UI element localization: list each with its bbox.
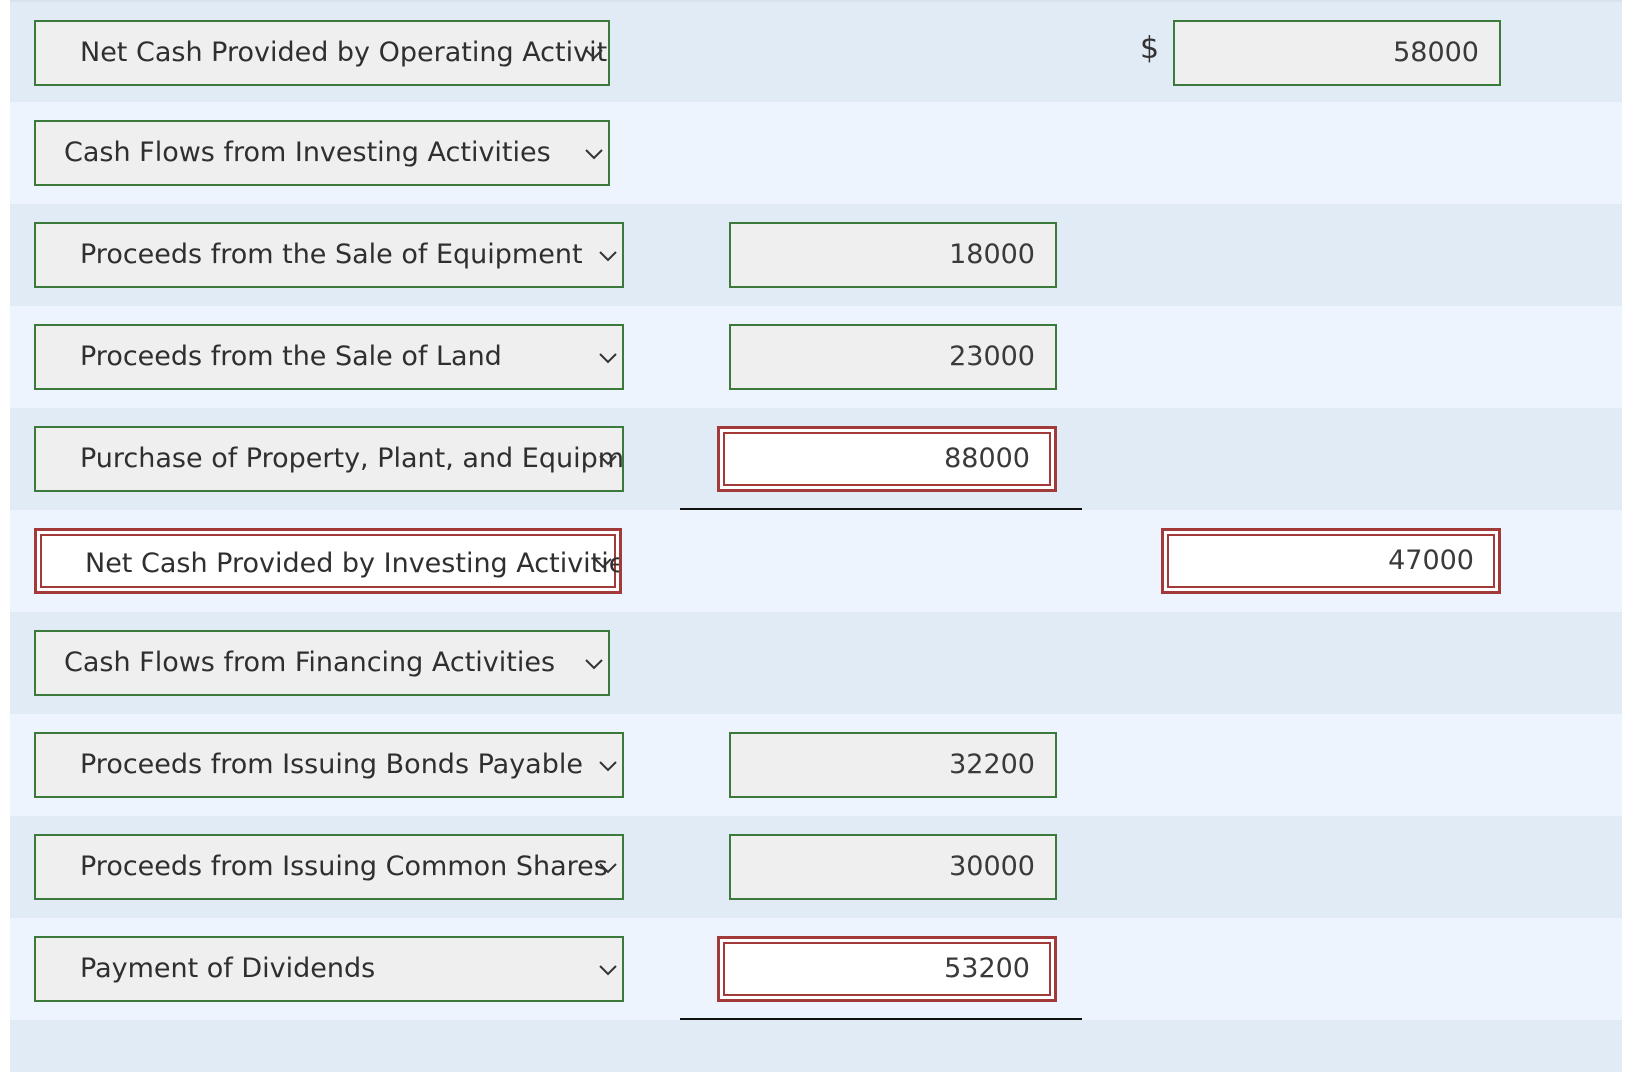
account-dropdown-label: Purchase of Property, Plant, and Equipme… — [80, 443, 624, 474]
account-dropdown-common-shares[interactable]: Proceeds from Issuing Common Shares — [34, 834, 624, 900]
account-dropdown-label: Net Cash Provided by Operating Activitie… — [80, 37, 610, 68]
table-row: Proceeds from the Sale of Equipment 1800… — [10, 204, 1622, 310]
amount-input-col2[interactable]: 58000 — [1173, 20, 1501, 86]
account-dropdown-label: Cash Flows from Investing Activities — [64, 137, 551, 168]
chevron-down-icon — [584, 632, 606, 694]
currency-symbol: $ — [1140, 31, 1160, 66]
account-dropdown-dividends[interactable]: Payment of Dividends — [34, 936, 624, 1002]
amount-input-col2-error[interactable]: 47000 — [1161, 528, 1501, 594]
subtotal-underline — [680, 508, 1082, 510]
account-dropdown-purchase-ppe[interactable]: Purchase of Property, Plant, and Equipme… — [34, 426, 624, 492]
chevron-down-icon — [598, 428, 620, 490]
amount-input-col1[interactable]: 18000 — [729, 222, 1057, 288]
chevron-down-icon — [598, 836, 620, 898]
amount-input-col1-error[interactable]: 88000 — [717, 426, 1057, 492]
amount-input-col1[interactable]: 23000 — [729, 324, 1057, 390]
table-row: Proceeds from the Sale of Land 23000 — [10, 306, 1622, 412]
account-dropdown-sale-land[interactable]: Proceeds from the Sale of Land — [34, 324, 624, 390]
account-dropdown-investing-net-error[interactable]: Net Cash Provided by Investing Activitie… — [34, 528, 622, 594]
subtotal-underline — [680, 1018, 1082, 1020]
account-dropdown-label: Payment of Dividends — [80, 953, 376, 984]
chevron-down-icon — [598, 734, 620, 796]
cash-flow-statement-table: Net Cash Provided by Operating Activitie… — [10, 0, 1622, 1072]
chevron-down-icon — [593, 531, 615, 591]
chevron-down-icon — [584, 122, 606, 184]
account-dropdown-investing-header[interactable]: Cash Flows from Investing Activities — [34, 120, 610, 186]
chevron-down-icon — [598, 938, 620, 1000]
table-row: Cash Flows from Financing Activities — [10, 612, 1622, 718]
account-dropdown-bonds-payable[interactable]: Proceeds from Issuing Bonds Payable — [34, 732, 624, 798]
amount-input-col1[interactable]: 32200 — [729, 732, 1057, 798]
chevron-down-icon — [598, 326, 620, 388]
amount-input-col1-error[interactable]: 53200 — [717, 936, 1057, 1002]
account-dropdown-label: Proceeds from the Sale of Equipment — [80, 239, 583, 270]
table-row: Payment of Dividends 53200 — [10, 918, 1622, 1024]
account-dropdown-sale-equipment[interactable]: Proceeds from the Sale of Equipment — [34, 222, 624, 288]
account-dropdown-label: Proceeds from Issuing Common Shares — [80, 851, 608, 882]
amount-input-col1[interactable]: 30000 — [729, 834, 1057, 900]
account-dropdown-operating-net[interactable]: Net Cash Provided by Operating Activitie… — [34, 20, 610, 86]
chevron-down-icon — [584, 22, 606, 84]
table-row: Proceeds from Issuing Bonds Payable 3220… — [10, 714, 1622, 820]
table-row — [10, 1020, 1622, 1072]
account-dropdown-financing-header[interactable]: Cash Flows from Financing Activities — [34, 630, 610, 696]
table-row: Proceeds from Issuing Common Shares 3000… — [10, 816, 1622, 922]
account-dropdown-label: Cash Flows from Financing Activities — [64, 647, 556, 678]
chevron-down-icon — [598, 224, 620, 286]
account-dropdown-label: Net Cash Provided by Investing Activitie… — [85, 548, 622, 579]
account-dropdown-label: Proceeds from the Sale of Land — [80, 341, 502, 372]
table-row: Net Cash Provided by Investing Activitie… — [10, 510, 1622, 616]
table-row: Purchase of Property, Plant, and Equipme… — [10, 408, 1622, 514]
table-row: Net Cash Provided by Operating Activitie… — [10, 0, 1622, 106]
table-row: Cash Flows from Investing Activities — [10, 102, 1622, 208]
account-dropdown-label: Proceeds from Issuing Bonds Payable — [80, 749, 583, 780]
